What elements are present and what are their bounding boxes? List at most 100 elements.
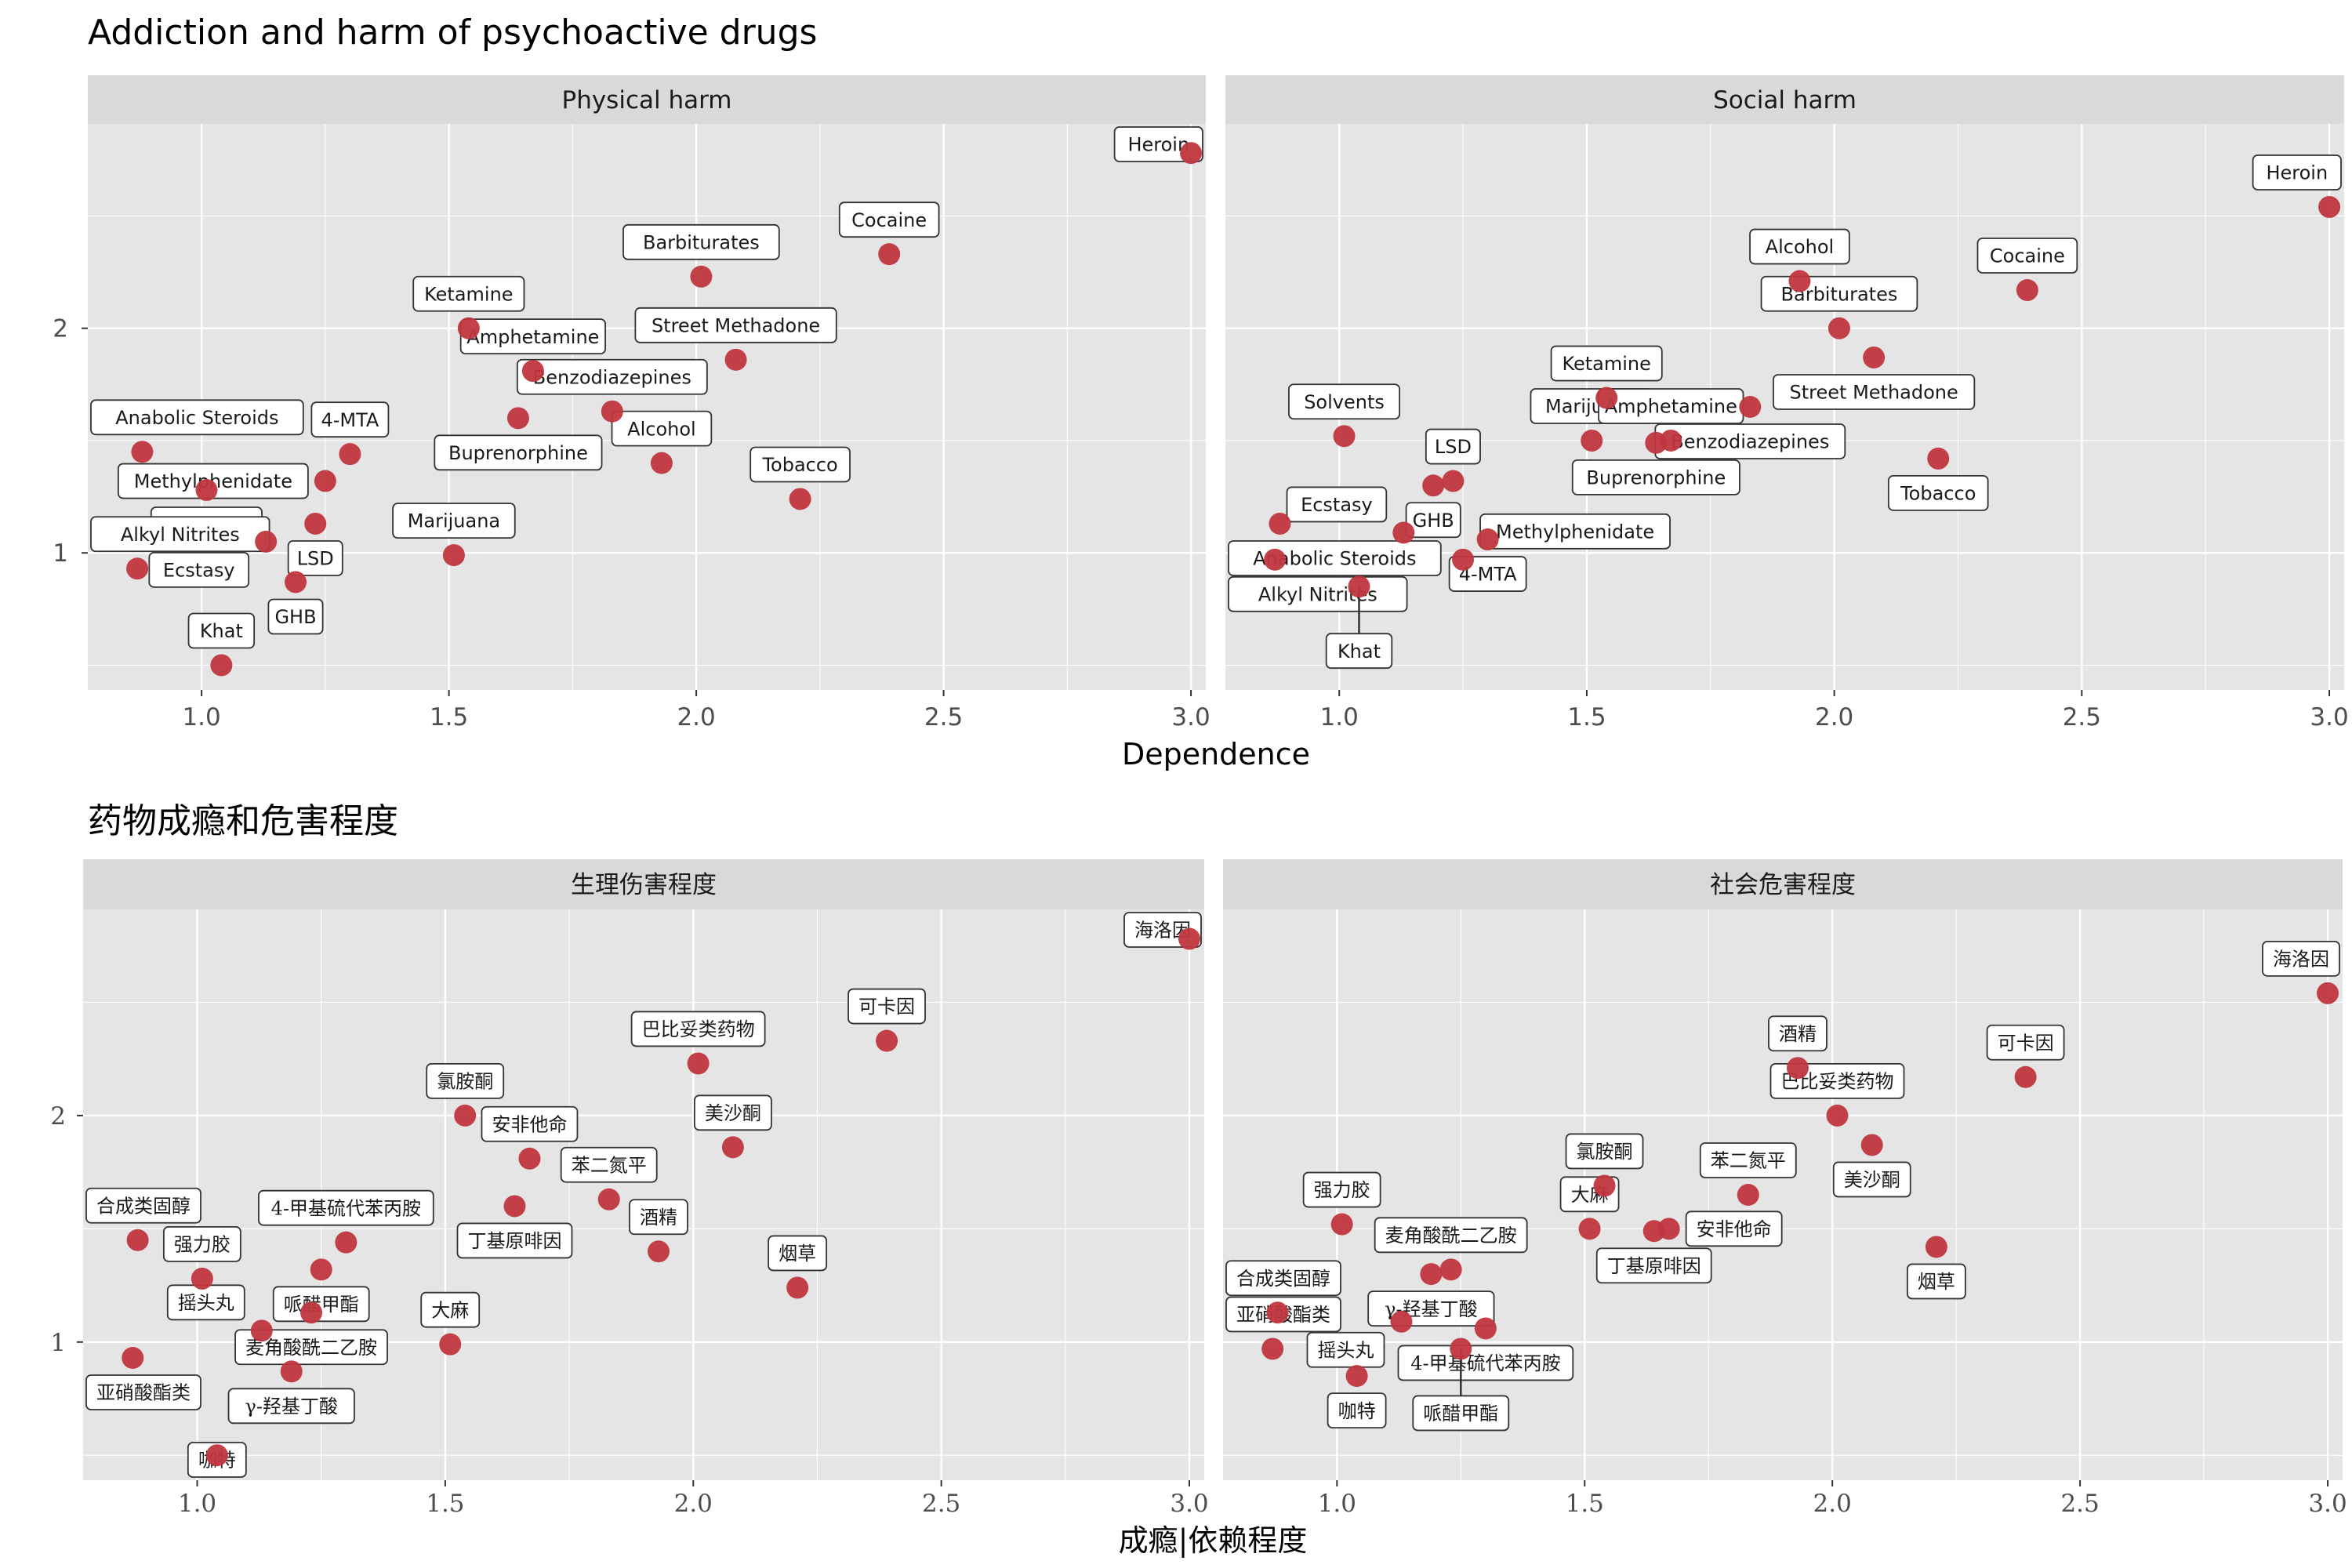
point-label-box	[1773, 374, 1976, 410]
point-label: 4-甲基硫代苯丙胺	[271, 1197, 421, 1219]
data-point	[126, 557, 149, 580]
plot-area	[1223, 909, 2343, 1480]
chart-english: Addiction and harm of psychoactive drugs…	[53, 13, 2348, 771]
point-label-box	[272, 1286, 370, 1323]
data-point	[314, 470, 336, 492]
facet-panel: Social harm 1.0 1.5 2.0 2.5 3.0 Heroin Cocaine A…	[1225, 75, 2349, 731]
data-point	[647, 1240, 670, 1263]
point-label: 苯二氮平	[572, 1154, 647, 1176]
data-point	[1392, 521, 1415, 544]
point-label-box	[1412, 1395, 1510, 1432]
point-label: Buprenorphine	[448, 442, 588, 464]
point-label-box	[693, 1094, 772, 1131]
point-label: 4-MTA	[321, 409, 379, 431]
x-tick-label: 1.0	[1318, 1490, 1356, 1518]
point-label: Khat	[1338, 641, 1381, 662]
point-label-box	[392, 503, 516, 539]
point-label-box	[1405, 502, 1461, 539]
point-label: γ-羟基丁酸	[245, 1396, 338, 1417]
chart-title: Addiction and harm of psychoactive drugs	[88, 13, 817, 53]
point-label-box	[227, 1388, 355, 1425]
data-point	[1786, 1057, 1809, 1080]
data-point	[122, 1347, 144, 1369]
point-label: 摇头丸	[1317, 1339, 1374, 1361]
data-point	[1474, 1317, 1497, 1340]
data-point	[650, 452, 673, 474]
data-point	[1390, 1310, 1413, 1333]
point-label-box	[267, 598, 324, 635]
point-label-box	[1887, 474, 1989, 511]
point-label: 4-甲基硫代苯丙胺	[1410, 1352, 1560, 1374]
point-label: Solvents	[1304, 391, 1385, 413]
point-label: 亚硝酸酯类	[96, 1382, 191, 1404]
x-tick-label: 3.0	[1170, 1490, 1208, 1518]
data-point	[721, 1136, 744, 1159]
data-point	[503, 1195, 526, 1218]
point-label: 美沙酮	[705, 1102, 761, 1124]
point-label-box	[420, 1291, 481, 1328]
point-label-box	[1374, 1217, 1528, 1254]
point-label: Ecstasy	[163, 560, 235, 582]
point-label-box	[1571, 459, 1740, 495]
point-label-box	[516, 358, 708, 395]
point-label: 咖特	[1338, 1400, 1376, 1422]
data-point	[1860, 1134, 1883, 1156]
point-layer	[126, 142, 1203, 677]
point-label-box	[1685, 1210, 1783, 1247]
data-point	[442, 544, 465, 567]
point-label: 丁基原啡因	[1607, 1255, 1701, 1277]
point-label: 氯胺酮	[1577, 1141, 1633, 1163]
x-tick-label: 1.5	[430, 703, 468, 731]
point-label: Khat	[200, 620, 243, 642]
x-tick-label: 2.5	[2063, 703, 2101, 731]
point-label-box	[838, 201, 940, 238]
point-label-box	[412, 275, 525, 312]
data-point	[131, 441, 154, 463]
point-label: 烟草	[779, 1243, 816, 1265]
data-point	[521, 360, 544, 383]
data-point	[1739, 396, 1762, 418]
x-tick-label: 1.5	[1567, 703, 1606, 731]
y-tick-label: 1	[50, 1329, 66, 1357]
point-label-box	[1595, 1247, 1712, 1284]
point-label: Benzodiazepines	[533, 366, 691, 388]
point-layer	[1261, 982, 2339, 1388]
point-label-box	[187, 612, 256, 649]
point-label-box	[1976, 238, 2078, 274]
point-label: Ketamine	[424, 283, 513, 305]
point-label-box	[629, 1199, 688, 1236]
point-label: GHB	[1413, 510, 1454, 532]
point-label-box	[1699, 1142, 1797, 1178]
point-label-box	[1565, 1133, 1644, 1170]
facet-panel: Physical harm 1.0 1.5 2.0 2.5 3.0 1 2 Heroin Coca…	[53, 75, 1210, 731]
point-label: Amphetamine	[1605, 396, 1737, 418]
data-point	[2014, 1065, 2037, 1088]
point-label: Buprenorphine	[1586, 466, 1726, 488]
x-tick-label: 1.0	[1320, 703, 1359, 731]
y-tick-label: 1	[53, 539, 68, 568]
data-point	[786, 1276, 809, 1299]
data-point	[280, 1360, 303, 1383]
data-point	[2318, 196, 2341, 219]
point-label: Methylphenidate	[1496, 521, 1654, 543]
point-label-box	[1749, 228, 1850, 265]
data-point	[1180, 142, 1203, 165]
point-label: Alkyl Nitrites	[121, 524, 240, 546]
data-point	[310, 1258, 332, 1281]
point-label: 氯胺酮	[437, 1071, 493, 1093]
facet-strip-label: 社会危害程度	[1710, 871, 1856, 899]
point-label: 强力胶	[174, 1234, 230, 1256]
y-tick-label: 2	[50, 1102, 66, 1131]
x-tick-label: 1.5	[426, 1490, 464, 1518]
point-label: GHB	[274, 606, 316, 628]
data-point	[205, 1444, 228, 1467]
data-point	[255, 530, 278, 553]
point-label: 酒精	[1779, 1023, 1817, 1045]
data-point	[597, 1188, 620, 1210]
point-label: Marijuana	[408, 510, 500, 532]
point-label-box	[258, 1189, 434, 1226]
data-point	[1657, 1218, 1680, 1240]
point-label: Heroin	[1127, 134, 1189, 156]
